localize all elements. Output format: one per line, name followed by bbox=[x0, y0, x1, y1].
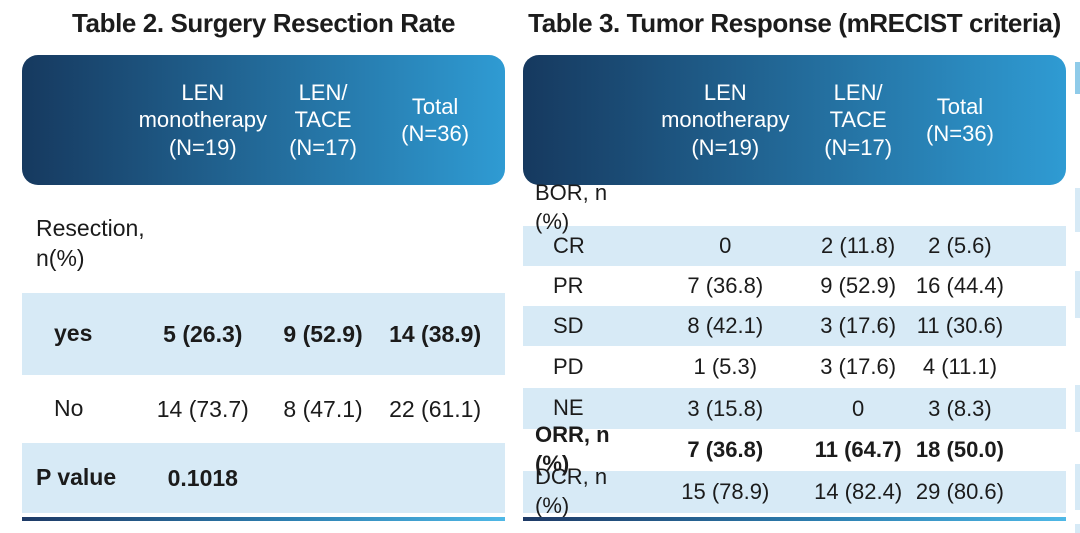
row-label: PR bbox=[553, 272, 584, 298]
cell-value: 14 (38.9) bbox=[389, 320, 482, 347]
cell-value: 9 (52.9) bbox=[820, 273, 897, 298]
table-row: P value 0.1018 bbox=[22, 443, 505, 513]
table-row: Resection, n(%) bbox=[22, 195, 505, 293]
cell-value: 11 (64.7) bbox=[814, 437, 902, 462]
cell-value: 1 (5.3) bbox=[693, 354, 758, 379]
table2-header-row: LEN monotherapy (N=19) LEN/ TACE (N=17) … bbox=[22, 55, 505, 185]
col-header-len-monotherapy: LEN monotherapy (N=19) bbox=[138, 79, 267, 160]
table-row: PR 7 (36.8) 9 (52.9) 16 (44.4) bbox=[523, 266, 1066, 306]
cell-value: 22 (61.1) bbox=[389, 395, 482, 422]
cell-value: 5 (26.3) bbox=[163, 320, 243, 347]
cell-value: 7 (36.8) bbox=[687, 273, 764, 298]
cell-value: 16 (44.4) bbox=[915, 273, 1004, 298]
cell-value: 18 (50.0) bbox=[915, 437, 1004, 462]
row-label: yes bbox=[54, 320, 93, 347]
cell-value: 0 bbox=[719, 233, 732, 258]
cell-value: 0.1018 bbox=[167, 464, 238, 491]
table2-surgery-resection: Table 2. Surgery Resection Rate LEN mono… bbox=[22, 0, 505, 533]
cell-value: 29 (80.6) bbox=[915, 479, 1004, 504]
table-row: PD 1 (5.3) 3 (17.6) 4 (11.1) bbox=[523, 346, 1066, 388]
table-row: No 14 (73.7) 8 (47.1) 22 (61.1) bbox=[22, 375, 505, 443]
cropped-column-fragment bbox=[1075, 271, 1080, 318]
table3-tumor-response: Table 3. Tumor Response (mRECIST criteri… bbox=[523, 0, 1066, 533]
table2-body: Resection, n(%) yes 5 (26.3) 9 (52.9) 14… bbox=[22, 195, 505, 513]
table-row: BOR, n (%) bbox=[523, 180, 1066, 234]
cell-value: 14 (82.4) bbox=[814, 479, 903, 504]
table-row: CR 0 2 (11.8) 2 (5.6) bbox=[523, 226, 1066, 266]
cell-value: 8 (42.1) bbox=[687, 313, 764, 338]
cell-value: 3 (17.6) bbox=[820, 313, 897, 338]
row-label: Resection, n(%) bbox=[36, 215, 145, 271]
cell-value: 8 (47.1) bbox=[283, 395, 363, 422]
table-row: DCR, n (%) 15 (78.9) 14 (82.4) 29 (80.6) bbox=[523, 464, 1066, 518]
table-row: yes 5 (26.3) 9 (52.9) 14 (38.9) bbox=[22, 293, 505, 375]
row-label: PD bbox=[553, 353, 584, 379]
cell-value: 9 (52.9) bbox=[283, 320, 363, 347]
col-header-len-tace: LEN/ TACE (N=17) bbox=[824, 79, 893, 160]
cell-value: 14 (73.7) bbox=[156, 395, 249, 422]
table-row: SD 8 (42.1) 3 (17.6) 11 (30.6) bbox=[523, 306, 1066, 346]
cell-value: 4 (11.1) bbox=[922, 354, 998, 379]
cropped-column-fragment bbox=[1075, 464, 1080, 510]
table2-title: Table 2. Surgery Resection Rate bbox=[71, 8, 456, 38]
cropped-column-fragment bbox=[1075, 62, 1080, 94]
col-header-len-tace: LEN/ TACE (N=17) bbox=[289, 79, 357, 160]
row-label: SD bbox=[553, 312, 584, 338]
row-label: ORR, n (%) bbox=[535, 422, 610, 476]
row-label: NE bbox=[553, 395, 584, 421]
row-label: BOR, n (%) bbox=[535, 180, 608, 234]
col-header-total: Total (N=36) bbox=[401, 93, 470, 147]
cell-value: 0 bbox=[852, 395, 865, 421]
table3-underline bbox=[523, 517, 1066, 521]
cell-value: 3 (17.6) bbox=[820, 354, 897, 379]
cell-value: 3 (15.8) bbox=[687, 395, 764, 421]
table3-body: BOR, n (%) CR 0 2 (11.8) 2 (5.6) PR 7 (3… bbox=[523, 180, 1066, 518]
table3-header-row: LEN monotherapy (N=19) LEN/ TACE (N=17) … bbox=[523, 55, 1066, 185]
cell-value: 2 (11.8) bbox=[821, 233, 896, 258]
table-row: NE 3 (15.8) 0 3 (8.3) bbox=[523, 388, 1066, 429]
cropped-column-fragment bbox=[1075, 385, 1080, 432]
table3-title: Table 3. Tumor Response (mRECIST criteri… bbox=[528, 8, 1061, 38]
col-header-total: Total (N=36) bbox=[926, 93, 994, 147]
cropped-column-fragment bbox=[1075, 188, 1080, 232]
cell-value: 3 (8.3) bbox=[928, 395, 992, 421]
table2-underline bbox=[22, 517, 505, 521]
cropped-column-fragment bbox=[1075, 524, 1080, 533]
row-label: DCR, n (%) bbox=[535, 464, 608, 518]
cell-value: 11 (30.6) bbox=[916, 313, 1004, 338]
col-header-len-monotherapy: LEN monotherapy (N=19) bbox=[661, 79, 790, 160]
row-label: CR bbox=[553, 232, 585, 258]
table-row: ORR, n (%) 7 (36.8) 11 (64.7) 18 (50.0) bbox=[523, 422, 1066, 476]
cell-value: 15 (78.9) bbox=[681, 479, 770, 504]
row-label: No bbox=[54, 395, 84, 422]
cell-value: 2 (5.6) bbox=[928, 233, 992, 258]
row-label: P value bbox=[36, 464, 117, 491]
cell-value: 7 (36.8) bbox=[687, 437, 764, 462]
